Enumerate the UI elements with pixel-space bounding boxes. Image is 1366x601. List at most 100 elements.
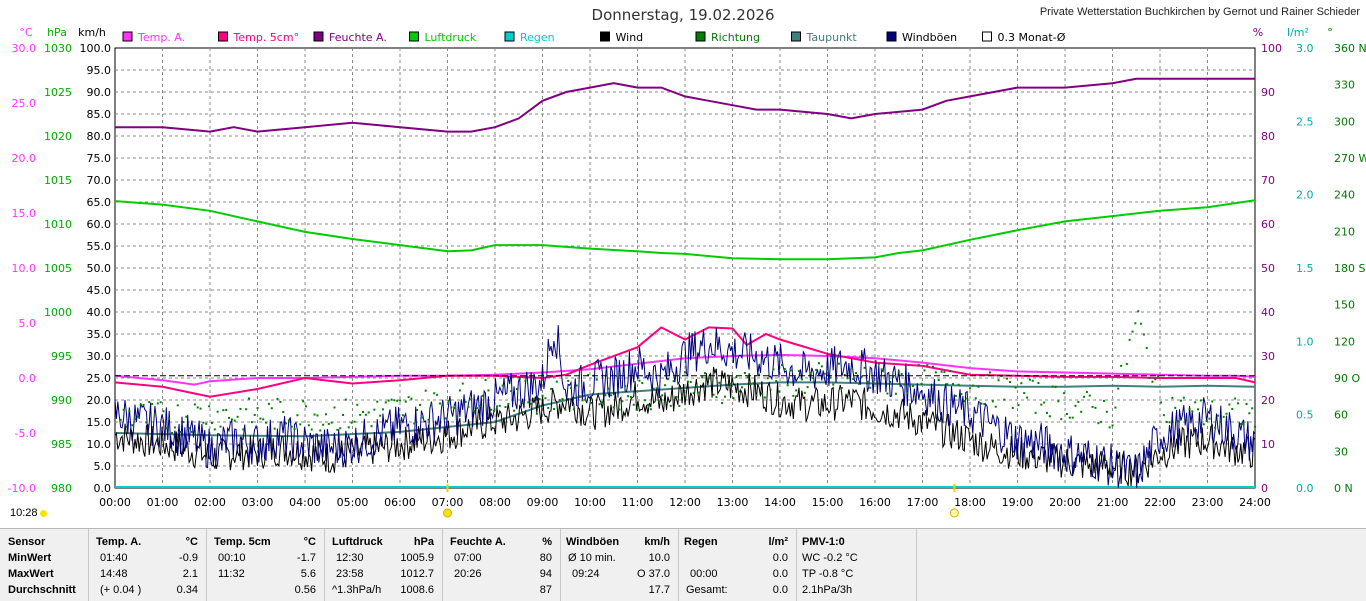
series-richtung-point: [706, 378, 709, 381]
legend-label: Richtung: [711, 31, 760, 44]
series-richtung-point: [1046, 411, 1048, 414]
series-richtung-point: [1091, 405, 1094, 408]
series-richtung-point: [364, 413, 367, 416]
series-richtung-point: [1040, 403, 1043, 406]
celsius-tick-label: -5.0: [15, 427, 36, 440]
series-richtung-point: [989, 371, 991, 374]
series-richtung-point: [282, 410, 285, 413]
stats-cell: 0.56: [294, 584, 316, 596]
x-tick-label: 17:00: [907, 496, 939, 509]
series-richtung-point: [1026, 396, 1029, 399]
direction-tick-label: 300: [1334, 115, 1355, 128]
series-richtung-point: [262, 418, 265, 421]
celsius-tick-label: 20.0: [12, 152, 37, 165]
lm2-unit: l/m²: [1287, 26, 1309, 39]
series-richtung-point: [430, 403, 433, 406]
series-windboeen-line: [114, 325, 1256, 489]
direction-tick-label: 270 W: [1334, 152, 1366, 165]
series-temp-5cm-line: [114, 326, 1256, 398]
series-richtung-point: [681, 395, 684, 398]
hpa-tick-label: 1030: [44, 42, 72, 55]
series-richtung-point: [547, 406, 550, 409]
kmh-tick-label: 65.0: [87, 196, 112, 209]
series-richtung-point: [159, 401, 162, 404]
hpa-tick-label: 1000: [44, 306, 72, 319]
stats-cell: -1.7: [297, 552, 316, 564]
series-richtung-point: [1205, 419, 1208, 422]
station-subtitle: Private Wetterstation Buchkirchen by Ger…: [1039, 6, 1360, 18]
series-richtung-point: [302, 400, 305, 403]
series-richtung-point: [342, 413, 345, 416]
series-richtung-point: [407, 396, 410, 399]
kmh-tick-label: 75.0: [87, 152, 112, 165]
series-richtung-point: [242, 428, 245, 431]
series-richtung-point: [595, 378, 598, 381]
series-richtung-point: [635, 408, 638, 411]
legend-label: Taupunkt: [806, 31, 858, 44]
series-richtung-point: [458, 389, 461, 392]
series-richtung-point: [1034, 411, 1037, 414]
kmh-tick-label: 95.0: [87, 64, 112, 77]
series-richtung-point: [1157, 375, 1160, 378]
series-richtung-point: [396, 399, 399, 402]
series-richtung-point: [1074, 404, 1077, 407]
series-richtung-point: [977, 385, 980, 388]
series-richtung-point: [835, 377, 838, 380]
stats-cell: 00:00: [690, 568, 718, 580]
series-richtung-point: [1171, 396, 1174, 399]
series-richtung-point: [196, 406, 199, 409]
stats-col-luftdruck: Luftdruck hPa 12:30 1005.9 23:58 1012.7 ^1.…: [324, 529, 443, 601]
series-richtung-point: [1105, 410, 1108, 413]
series-richtung-point: [225, 408, 228, 411]
series-richtung-point: [986, 373, 989, 376]
series-richtung-point: [438, 402, 441, 405]
series-richtung-point: [1065, 412, 1068, 415]
series-richtung-point: [806, 386, 809, 389]
series-richtung-point: [324, 413, 327, 416]
series-richtung-point: [940, 370, 943, 373]
legend-label: Wind: [616, 31, 644, 44]
series-richtung-point: [162, 410, 165, 413]
kmh-tick-label: 45.0: [87, 284, 112, 297]
series-richtung-point: [1094, 406, 1097, 409]
series-richtung-point: [213, 428, 216, 431]
x-tick-label: 10:00: [574, 496, 606, 509]
series-richtung-point: [618, 408, 621, 411]
series-richtung-point: [319, 429, 322, 432]
series-richtung-point: [1222, 415, 1225, 418]
series-richtung-point: [1254, 425, 1257, 428]
series-richtung-point: [464, 400, 467, 403]
stats-cell: 87: [539, 584, 552, 596]
series-richtung-point: [1165, 420, 1168, 423]
series-richtung-point: [755, 394, 758, 397]
series-richtung-point: [846, 377, 849, 380]
series-richtung-point: [524, 379, 527, 382]
percent-unit: %: [1253, 26, 1263, 39]
series-richtung-point: [909, 385, 912, 388]
series-richtung-point: [310, 428, 313, 431]
series-richtung-point: [447, 399, 450, 402]
series-richtung-point: [920, 382, 923, 385]
series-richtung-point: [191, 430, 193, 433]
series-richtung-point: [732, 397, 735, 400]
stats-cell: 23:58: [336, 568, 364, 580]
series-richtung-point: [815, 368, 818, 371]
series-taupunkt-line: [114, 381, 1256, 438]
series-richtung-point: [954, 394, 957, 397]
series-richtung-point: [1063, 392, 1066, 395]
series-richtung-point: [216, 410, 219, 413]
series-richtung-point: [290, 425, 293, 428]
series-richtung-point: [644, 399, 647, 402]
series-richtung-point: [501, 384, 504, 387]
series-richtung-point: [478, 405, 481, 408]
series-richtung-point: [1071, 416, 1074, 419]
series-richtung-point: [1236, 402, 1239, 405]
series-richtung-point: [148, 401, 151, 404]
series-richtung-point: [128, 410, 131, 413]
hpa-tick-label: 990: [51, 394, 72, 407]
percent-tick-label: 70: [1261, 174, 1275, 187]
series-richtung-point: [527, 401, 530, 404]
series-richtung-point: [427, 418, 430, 421]
series-richtung-point: [1225, 412, 1228, 415]
series-richtung-point: [1037, 381, 1040, 384]
